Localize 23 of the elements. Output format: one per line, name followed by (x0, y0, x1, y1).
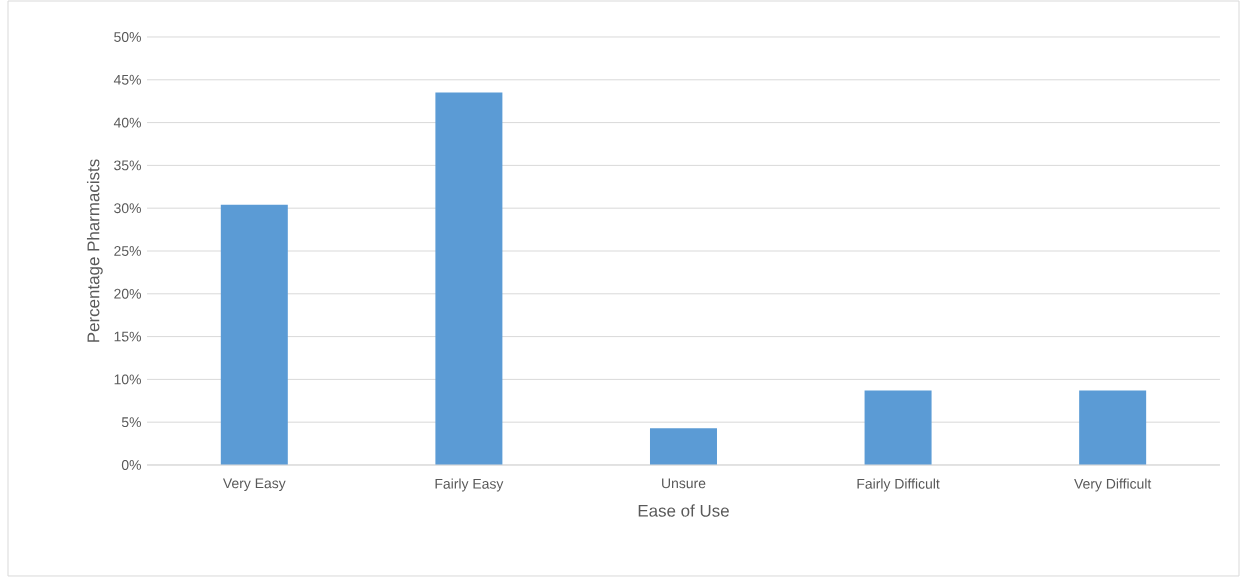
y-tick-label: 40% (113, 117, 141, 128)
y-tick-label: 25% (114, 246, 141, 256)
x-tick-label: Very Easy (222, 478, 286, 491)
x-tick-label: Fairly Difficult (857, 478, 940, 492)
bar (649, 428, 717, 465)
y-tick-label: 50% (114, 32, 141, 42)
x-tick-label: Fairly Easy (435, 478, 504, 492)
x-axis-title: Ease of Use (638, 504, 729, 517)
bar (1079, 390, 1147, 465)
y-tick-label: 10% (114, 374, 141, 385)
bar (864, 390, 932, 465)
x-tick-label: Very Difficult (1074, 478, 1152, 492)
y-axis-title: Percentage Pharmacists (86, 159, 103, 342)
y-tick-label: 30% (114, 203, 141, 214)
y-tick-label: 5% (121, 417, 141, 428)
y-tick-label: 35% (114, 160, 141, 171)
bar (435, 92, 503, 465)
y-tick-label: 20% (114, 288, 141, 299)
y-tick-label: 0% (121, 460, 141, 470)
y-tick-label: 45% (113, 74, 141, 85)
x-tick-label: Unsure (662, 478, 706, 489)
bar (220, 204, 288, 465)
y-tick-label: 15% (114, 331, 141, 342)
